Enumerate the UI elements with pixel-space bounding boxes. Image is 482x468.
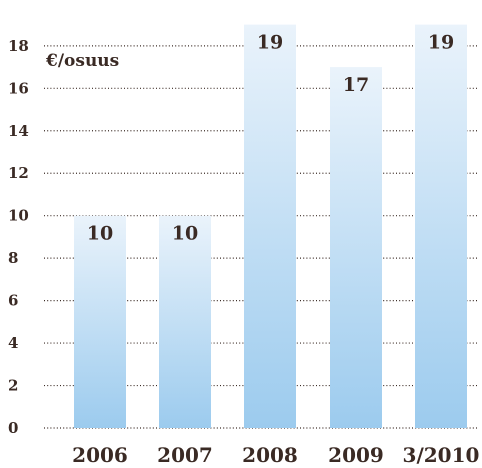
y-tick-label: 4 xyxy=(8,334,18,352)
y-tick-label: 14 xyxy=(8,122,29,140)
y-tick-label: 6 xyxy=(8,292,18,310)
y-axis-ticks: 0 2 4 6 8 10 12 14 16 18 xyxy=(8,37,29,437)
y-tick-label: 18 xyxy=(8,37,29,55)
x-category-label: 2006 xyxy=(72,443,128,467)
y-tick-label: 10 xyxy=(8,207,29,225)
x-category-label: 2009 xyxy=(328,443,384,467)
y-tick-label: 12 xyxy=(8,164,29,182)
bar xyxy=(330,67,382,429)
bar-value-label: 17 xyxy=(343,74,369,96)
grid-lines xyxy=(44,45,478,429)
bar xyxy=(415,24,467,428)
y-tick-label: 0 xyxy=(8,419,18,437)
y-tick-label: 8 xyxy=(8,249,18,267)
bar xyxy=(74,215,126,428)
x-category-label: 2008 xyxy=(242,443,298,467)
bar-value-label: 19 xyxy=(257,32,283,54)
y-tick-label: 16 xyxy=(8,79,29,97)
y-axis-unit-label: €/osuus xyxy=(45,51,119,71)
x-axis-labels: 2006 2007 2008 2009 3/2010 xyxy=(72,443,479,467)
bars: 10 10 19 17 19 xyxy=(74,24,467,429)
bar-value-label: 19 xyxy=(428,32,454,54)
bar-value-label: 10 xyxy=(172,223,198,245)
bar-value-label: 10 xyxy=(87,223,113,245)
y-tick-label: 2 xyxy=(8,377,18,395)
bar xyxy=(244,24,296,428)
x-category-label: 3/2010 xyxy=(403,443,480,467)
x-category-label: 2007 xyxy=(157,443,213,467)
bar xyxy=(159,215,211,428)
